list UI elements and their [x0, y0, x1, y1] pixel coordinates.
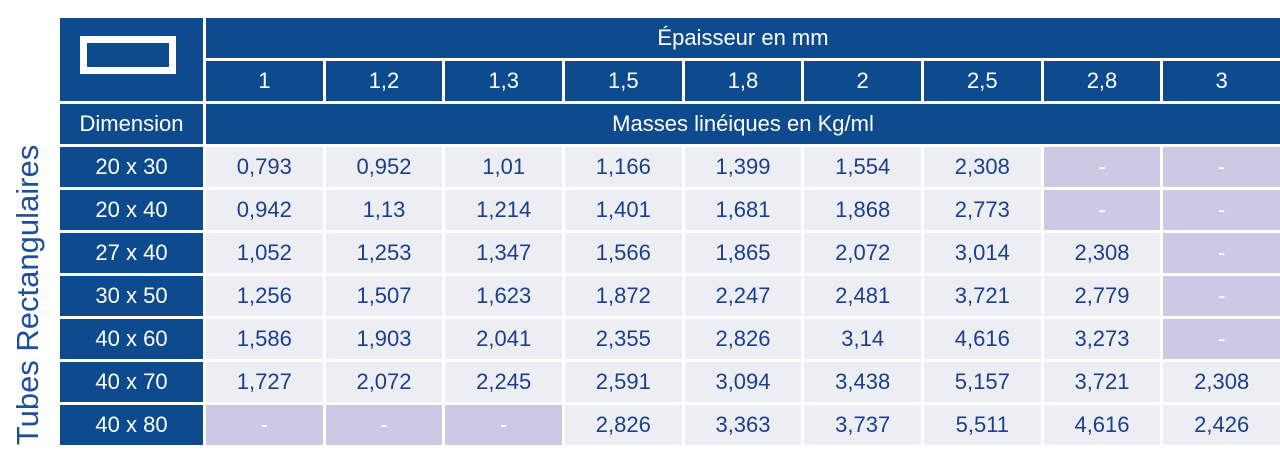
mass-cell: 2,308 [924, 147, 1041, 187]
mass-cell: 1,256 [206, 276, 323, 316]
dimension-cell: 30 x 50 [60, 276, 203, 316]
mass-cell: - [1163, 233, 1280, 273]
thickness-header: 2 [804, 61, 921, 101]
mass-cell: 2,245 [445, 362, 562, 402]
mass-cell: 1,166 [565, 147, 682, 187]
thickness-header: 1 [206, 61, 323, 101]
mass-cell: - [1163, 276, 1280, 316]
mass-cell: 2,826 [565, 405, 682, 445]
mass-cell: 3,737 [804, 405, 921, 445]
mass-cell: 2,041 [445, 319, 562, 359]
mass-cell: 1,507 [325, 276, 443, 316]
thickness-header: 1,2 [325, 61, 443, 101]
mass-cell: 1,399 [684, 147, 802, 187]
mass-cell: 2,072 [804, 233, 921, 273]
mass-cell: - [325, 405, 443, 445]
mass-cell: 0,952 [325, 147, 443, 187]
mass-cell: - [1043, 190, 1161, 230]
dimension-cell: 27 x 40 [60, 233, 203, 273]
mass-cell: 1,214 [445, 190, 562, 230]
mass-cell: 2,072 [325, 362, 443, 402]
mass-cell: - [445, 405, 562, 445]
dimension-cell: 40 x 80 [60, 405, 203, 445]
dimension-cell: 40 x 60 [60, 319, 203, 359]
mass-cell: 0,942 [206, 190, 323, 230]
mass-cell: 2,308 [1043, 233, 1161, 273]
thickness-title: Épaisseur en mm [206, 18, 1280, 58]
mass-cell: - [1163, 319, 1280, 359]
mass-cell: 1,052 [206, 233, 323, 273]
dimension-cell: 20 x 30 [60, 147, 203, 187]
mass-cell: 1,623 [445, 276, 562, 316]
mass-cell: 3,094 [684, 362, 802, 402]
mass-cell: 3,14 [804, 319, 921, 359]
mass-cell: 2,773 [924, 190, 1041, 230]
mass-cell: 1,554 [804, 147, 921, 187]
mass-cell: 0,793 [206, 147, 323, 187]
masses-header: Masses linéiques en Kg/ml [206, 104, 1280, 144]
mass-cell: 3,014 [924, 233, 1041, 273]
mass-cell: 1,586 [206, 319, 323, 359]
thickness-header: 1,8 [684, 61, 802, 101]
mass-cell: 2,308 [1163, 362, 1280, 402]
rectangle-icon [80, 36, 176, 74]
mass-cell: 5,157 [924, 362, 1041, 402]
mass-cell: 1,872 [565, 276, 682, 316]
mass-cell: 4,616 [924, 319, 1041, 359]
thickness-header: 1,5 [565, 61, 682, 101]
thickness-header: 1,3 [445, 61, 562, 101]
mass-cell: 3,721 [1043, 362, 1161, 402]
mass-cell: 2,591 [565, 362, 682, 402]
mass-cell: 1,903 [325, 319, 443, 359]
thickness-header: 2,8 [1043, 61, 1161, 101]
mass-cell: 2,355 [565, 319, 682, 359]
thickness-header: 3 [1163, 61, 1280, 101]
mass-cell: 3,438 [804, 362, 921, 402]
mass-cell: - [1163, 147, 1280, 187]
mass-cell: 4,616 [1043, 405, 1161, 445]
mass-cell: 3,721 [924, 276, 1041, 316]
mass-cell: 5,511 [924, 405, 1041, 445]
dimension-cell: 40 x 70 [60, 362, 203, 402]
mass-cell: 2,247 [684, 276, 802, 316]
mass-cell: 1,727 [206, 362, 323, 402]
mass-cell: 1,01 [445, 147, 562, 187]
mass-cell: 1,13 [325, 190, 443, 230]
mass-cell: 2,426 [1163, 405, 1280, 445]
thickness-header: 2,5 [924, 61, 1041, 101]
dimension-header: Dimension [60, 104, 203, 144]
mass-cell: - [206, 405, 323, 445]
mass-cell: 1,566 [565, 233, 682, 273]
mass-cell: 1,401 [565, 190, 682, 230]
mass-cell: 1,253 [325, 233, 443, 273]
mass-cell: 2,481 [804, 276, 921, 316]
mass-cell: 3,363 [684, 405, 802, 445]
side-label: Tubes Rectangulaires [10, 144, 45, 446]
mass-cell: 3,273 [1043, 319, 1161, 359]
dimension-cell: 20 x 40 [60, 190, 203, 230]
mass-cell: 1,868 [804, 190, 921, 230]
mass-cell: 1,865 [684, 233, 802, 273]
mass-cell: 2,779 [1043, 276, 1161, 316]
mass-cell: - [1043, 147, 1161, 187]
mass-cell: 1,681 [684, 190, 802, 230]
mass-cell: 2,826 [684, 319, 802, 359]
mass-cell: 1,347 [445, 233, 562, 273]
mass-cell: - [1163, 190, 1280, 230]
